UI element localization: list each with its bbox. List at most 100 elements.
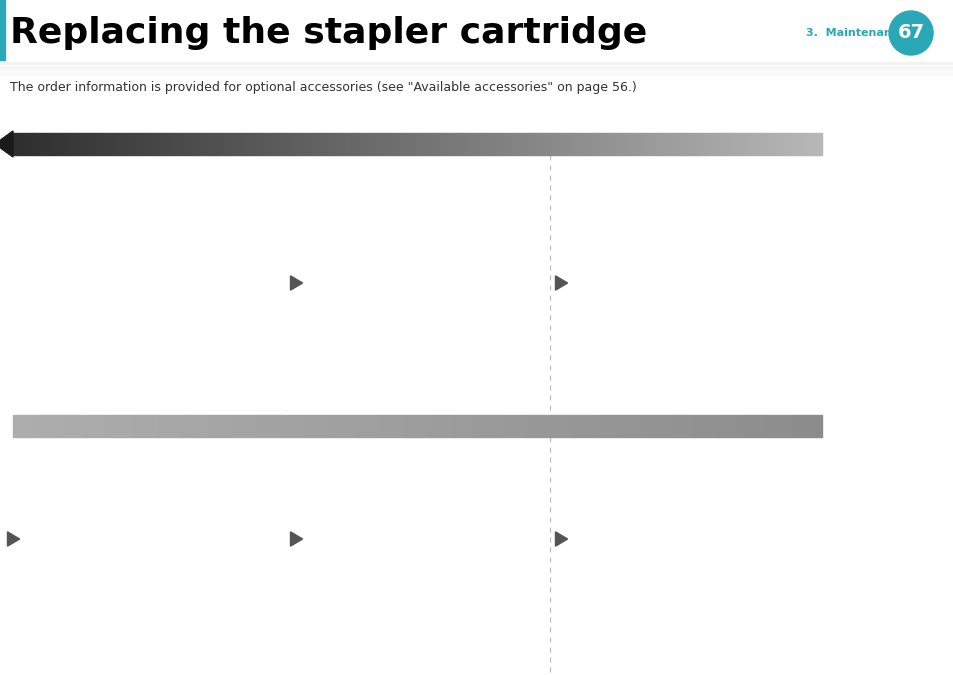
Bar [256, 415, 259, 437]
Bar [564, 133, 567, 155]
Bar [72, 415, 75, 437]
Bar [548, 415, 551, 437]
Bar [396, 415, 399, 437]
Bar [31, 415, 34, 437]
Bar [721, 133, 724, 155]
Bar [296, 415, 299, 437]
Bar [610, 415, 613, 437]
Bar [337, 415, 340, 437]
Bar [629, 133, 632, 155]
Bar [745, 415, 748, 437]
Bar [497, 133, 499, 155]
Bar [13, 415, 15, 437]
Bar [164, 415, 167, 437]
Bar [311, 133, 313, 155]
Bar [105, 415, 108, 437]
Bar [597, 133, 599, 155]
Bar [805, 415, 807, 437]
Bar [31, 133, 34, 155]
Bar [280, 133, 283, 155]
Bar [275, 133, 278, 155]
Bar [70, 415, 72, 437]
Bar [773, 415, 775, 437]
Bar [537, 133, 540, 155]
Bar [108, 133, 111, 155]
Bar [661, 133, 664, 155]
Bar [440, 133, 443, 155]
Bar [716, 415, 719, 437]
Bar [302, 133, 305, 155]
Bar [483, 415, 486, 437]
Bar [194, 415, 196, 437]
Bar [105, 133, 108, 155]
Bar [237, 415, 240, 437]
Bar [713, 415, 716, 437]
Bar [483, 133, 486, 155]
Bar [708, 133, 710, 155]
Bar [505, 133, 508, 155]
Bar [543, 133, 545, 155]
Bar [396, 133, 399, 155]
Bar [759, 415, 761, 437]
Bar [738, 415, 740, 437]
Bar [227, 133, 230, 155]
Bar [797, 133, 800, 155]
Bar [451, 415, 454, 437]
Bar [794, 133, 797, 155]
Bar [813, 133, 816, 155]
Bar [83, 133, 86, 155]
Bar [559, 415, 561, 437]
Bar [735, 133, 738, 155]
Bar [791, 133, 794, 155]
Bar [370, 415, 373, 437]
Bar [351, 415, 354, 437]
Bar [738, 133, 740, 155]
Bar [313, 133, 315, 155]
Bar [299, 415, 302, 437]
Bar [413, 133, 416, 155]
Bar [670, 133, 673, 155]
Bar [113, 415, 115, 437]
Bar [215, 133, 218, 155]
Bar [508, 133, 510, 155]
Bar [289, 133, 292, 155]
Bar [719, 133, 721, 155]
Bar [399, 133, 402, 155]
Text: 3.  Maintenance: 3. Maintenance [805, 28, 905, 38]
Bar [580, 415, 583, 437]
Bar [537, 415, 540, 437]
Bar [732, 415, 735, 437]
Bar [146, 415, 148, 437]
Bar [411, 415, 413, 437]
Bar [186, 133, 189, 155]
Bar [227, 415, 230, 437]
Bar [232, 133, 234, 155]
Bar [137, 415, 140, 437]
Bar [540, 133, 543, 155]
Bar [516, 133, 518, 155]
Bar [196, 133, 199, 155]
Bar [583, 415, 586, 437]
Bar [202, 415, 205, 437]
Bar [156, 133, 159, 155]
Bar [259, 415, 262, 437]
Bar [24, 415, 27, 437]
Bar [561, 415, 564, 437]
Bar [94, 133, 97, 155]
Bar [408, 133, 411, 155]
Bar [477, 133, 480, 155]
Bar [305, 133, 308, 155]
Bar [237, 133, 240, 155]
Bar [470, 133, 473, 155]
Bar [246, 415, 248, 437]
Bar [521, 415, 524, 437]
Bar [476, 133, 477, 155]
Bar [648, 415, 651, 437]
Bar [789, 415, 791, 437]
Bar [375, 133, 378, 155]
Bar [708, 415, 710, 437]
Bar [421, 133, 424, 155]
Bar [140, 133, 143, 155]
Bar [754, 133, 757, 155]
Bar [778, 133, 781, 155]
